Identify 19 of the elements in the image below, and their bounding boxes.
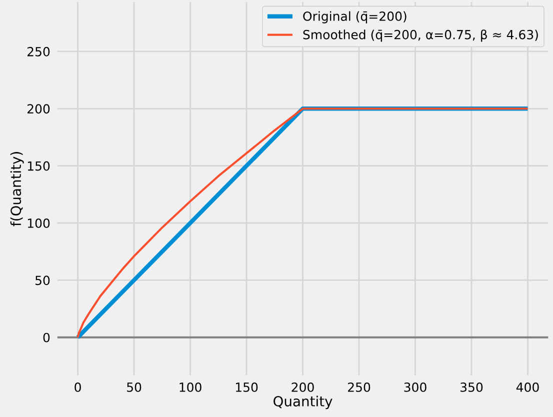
- x-tick-label: 0: [74, 382, 81, 392]
- x-tick-label: 300: [404, 382, 426, 392]
- x-tick-label: 400: [516, 382, 539, 392]
- x-tick-label: 50: [127, 382, 142, 392]
- y-tick-label: 50: [35, 276, 50, 286]
- x-tick-label: 200: [292, 382, 314, 392]
- x-axis-title: Quantity: [274, 396, 332, 410]
- legend-label: Smoothed (q̄=200, α=0.75, β ≈ 4.63): [303, 30, 538, 42]
- y-tick-label: 100: [28, 218, 50, 228]
- x-tick-label: 350: [460, 382, 483, 392]
- x-tick-label: 150: [236, 382, 258, 392]
- y-tick-label: 150: [28, 161, 50, 171]
- y-tick-label: 250: [27, 46, 50, 56]
- legend-label: Original (q̄=200): [303, 11, 406, 24]
- y-tick-label: 200: [27, 104, 50, 114]
- x-tick-label: 100: [180, 382, 202, 392]
- y-axis-title: f(Quantity): [10, 152, 24, 226]
- y-tick-label: 0: [43, 332, 50, 342]
- x-tick-label: 250: [348, 382, 370, 392]
